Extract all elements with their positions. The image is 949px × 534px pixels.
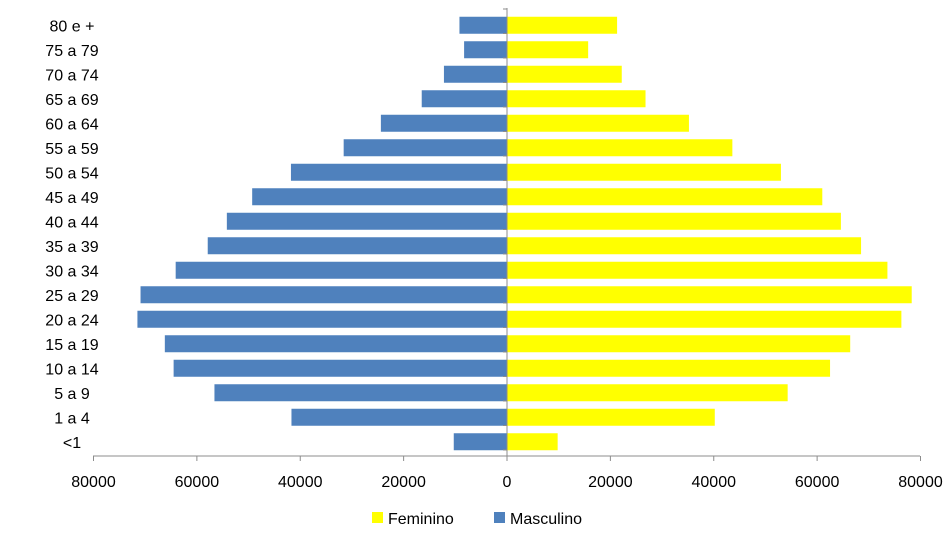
category-label: 75 a 79 [45, 43, 98, 60]
x-tick-label: 40000 [692, 474, 737, 491]
category-label: 1 a 4 [54, 410, 90, 427]
x-tick-label: 60000 [795, 474, 840, 491]
x-tick-label: 40000 [278, 474, 323, 491]
bar-masculino-11 [290, 163, 507, 181]
x-tick-label: 80000 [898, 474, 943, 491]
x-axis: 80000 60000 40000 20000 0 20000 40000 60000 8000… [71, 8, 943, 491]
category-label: 5 a 9 [54, 386, 90, 403]
bar-masculino-4 [164, 335, 507, 353]
bar-masculino-17 [459, 16, 507, 34]
x-tick-label: 20000 [588, 474, 633, 491]
bar-masculino-5 [137, 310, 507, 328]
bar-feminino-16 [507, 41, 589, 59]
category-label: 40 a 44 [45, 214, 98, 231]
bar-masculino-1 [291, 408, 507, 426]
bar-masculino-10 [252, 188, 507, 206]
bar-masculino-6 [140, 286, 508, 304]
bar-feminino-8 [507, 237, 862, 255]
category-label: 15 a 19 [45, 337, 98, 354]
category-label: 35 a 39 [45, 239, 98, 256]
category-label: 50 a 54 [45, 165, 98, 182]
bar-masculino-12 [343, 139, 507, 157]
bar-feminino-7 [507, 261, 888, 279]
legend-label-masculino: Masculino [510, 511, 582, 528]
bar-feminino-12 [507, 139, 733, 157]
bar-masculino-2 [214, 384, 507, 402]
bar-feminino-17 [507, 16, 618, 34]
bar-feminino-6 [507, 286, 912, 304]
bar-masculino-3 [173, 359, 507, 377]
bar-feminino-11 [507, 163, 781, 181]
legend-label-feminino: Feminino [388, 511, 454, 528]
bar-masculino-13 [380, 114, 507, 132]
legend-swatch-feminino [372, 512, 383, 523]
category-label: 25 a 29 [45, 288, 98, 305]
bar-feminino-3 [507, 359, 831, 377]
category-label: 30 a 34 [45, 263, 98, 280]
bars-group [137, 16, 912, 451]
category-label: 65 a 69 [45, 92, 98, 109]
category-label: 45 a 49 [45, 190, 98, 207]
bar-feminino-9 [507, 212, 841, 230]
bar-masculino-7 [175, 261, 507, 279]
bar-feminino-4 [507, 335, 851, 353]
legend-swatch-masculino [494, 512, 505, 523]
bar-masculino-8 [207, 237, 508, 255]
category-labels: <1 1 a 4 5 a 9 10 a 14 15 a 19 20 a 24 25 a 29… [45, 18, 98, 452]
x-tick-label: 20000 [381, 474, 426, 491]
bar-feminino-0 [507, 433, 558, 451]
x-tick-label: 0 [503, 474, 512, 491]
category-label: <1 [63, 435, 81, 452]
bar-feminino-10 [507, 188, 823, 206]
bar-masculino-15 [443, 65, 507, 83]
bar-masculino-14 [421, 90, 507, 108]
bar-masculino-0 [453, 433, 507, 451]
category-label: 80 e + [50, 18, 95, 35]
bar-feminino-2 [507, 384, 788, 402]
x-tick-label: 60000 [175, 474, 220, 491]
bar-feminino-13 [507, 114, 689, 132]
bar-feminino-5 [507, 310, 902, 328]
legend: Feminino Masculino [372, 511, 582, 528]
category-label: 20 a 24 [45, 312, 98, 329]
category-label: 10 a 14 [45, 361, 98, 378]
bar-feminino-15 [507, 65, 622, 83]
bar-feminino-1 [507, 408, 715, 426]
bar-masculino-16 [464, 41, 507, 59]
bar-feminino-14 [507, 90, 646, 108]
bar-masculino-9 [226, 212, 507, 230]
x-tick-label: 80000 [71, 474, 116, 491]
category-label: 55 a 59 [45, 141, 98, 158]
category-label: 70 a 74 [45, 67, 98, 84]
category-label: 60 a 64 [45, 116, 98, 133]
